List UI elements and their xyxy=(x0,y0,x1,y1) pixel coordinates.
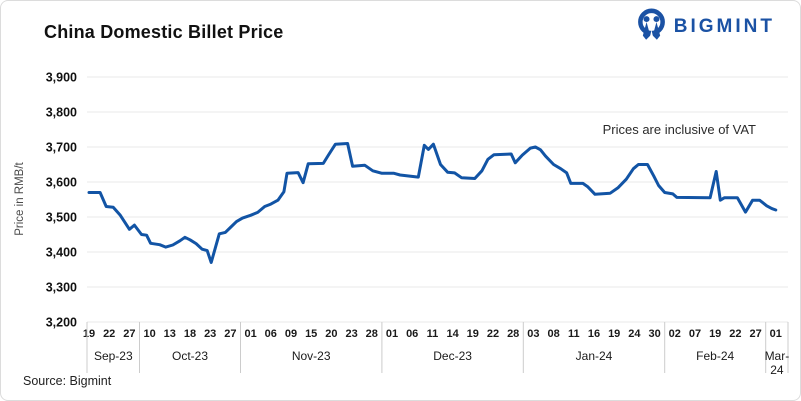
svg-text:18: 18 xyxy=(184,328,196,340)
svg-text:3,200: 3,200 xyxy=(46,316,77,330)
svg-text:23: 23 xyxy=(204,328,216,340)
svg-text:Nov-23: Nov-23 xyxy=(292,349,331,363)
bigmint-logo-text: BIGMINT xyxy=(673,15,775,37)
svg-text:3,800: 3,800 xyxy=(46,106,77,120)
svg-text:3,700: 3,700 xyxy=(46,141,77,155)
svg-text:11: 11 xyxy=(568,328,580,340)
svg-text:13: 13 xyxy=(164,328,176,340)
svg-text:07: 07 xyxy=(689,328,701,340)
svg-text:19: 19 xyxy=(608,328,620,340)
page-title: China Domestic Billet Price xyxy=(44,22,284,42)
svg-text:01: 01 xyxy=(386,328,398,340)
svg-text:28: 28 xyxy=(366,328,378,340)
svg-text:27: 27 xyxy=(224,328,236,340)
svg-text:19: 19 xyxy=(709,328,721,340)
svg-text:06: 06 xyxy=(406,328,418,340)
bigmint-logo-icon xyxy=(635,8,668,45)
svg-text:3,900: 3,900 xyxy=(46,71,77,85)
svg-text:22: 22 xyxy=(729,328,741,340)
svg-text:3,300: 3,300 xyxy=(46,281,77,295)
svg-text:22: 22 xyxy=(487,328,499,340)
svg-text:23: 23 xyxy=(345,328,357,340)
svg-text:03: 03 xyxy=(527,328,539,340)
svg-text:Sep-23: Sep-23 xyxy=(94,349,133,363)
svg-text:Jan-24: Jan-24 xyxy=(576,349,613,363)
svg-text:27: 27 xyxy=(123,328,135,340)
svg-text:01: 01 xyxy=(244,328,256,340)
svg-text:3,400: 3,400 xyxy=(46,246,77,260)
source-note: Source: Bigmint xyxy=(23,374,112,388)
svg-text:14: 14 xyxy=(446,328,459,340)
price-line xyxy=(87,142,778,264)
svg-text:30: 30 xyxy=(648,328,660,340)
svg-text:Oct-23: Oct-23 xyxy=(172,349,208,363)
svg-text:15: 15 xyxy=(305,328,317,340)
svg-text:20: 20 xyxy=(325,328,337,340)
svg-text:27: 27 xyxy=(749,328,761,340)
svg-text:09: 09 xyxy=(285,328,297,340)
svg-text:16: 16 xyxy=(588,328,600,340)
svg-text:Mar-: Mar- xyxy=(765,349,790,363)
svg-text:19: 19 xyxy=(83,328,95,340)
svg-text:01: 01 xyxy=(770,328,782,340)
svg-text:Dec-23: Dec-23 xyxy=(433,349,472,363)
svg-text:11: 11 xyxy=(427,328,439,340)
svg-text:24: 24 xyxy=(628,328,641,340)
svg-text:06: 06 xyxy=(265,328,277,340)
vat-annotation: Prices are inclusive of VAT xyxy=(602,122,756,137)
svg-text:28: 28 xyxy=(507,328,519,340)
svg-text:08: 08 xyxy=(547,328,559,340)
svg-text:24: 24 xyxy=(770,363,784,377)
svg-text:3,600: 3,600 xyxy=(46,176,77,190)
svg-text:02: 02 xyxy=(669,328,681,340)
svg-text:Feb-24: Feb-24 xyxy=(696,349,734,363)
bigmint-logo: BIGMINT xyxy=(635,8,775,45)
svg-text:10: 10 xyxy=(143,328,155,340)
svg-text:3,500: 3,500 xyxy=(46,211,77,225)
svg-text:19: 19 xyxy=(467,328,479,340)
svg-text:22: 22 xyxy=(103,328,115,340)
